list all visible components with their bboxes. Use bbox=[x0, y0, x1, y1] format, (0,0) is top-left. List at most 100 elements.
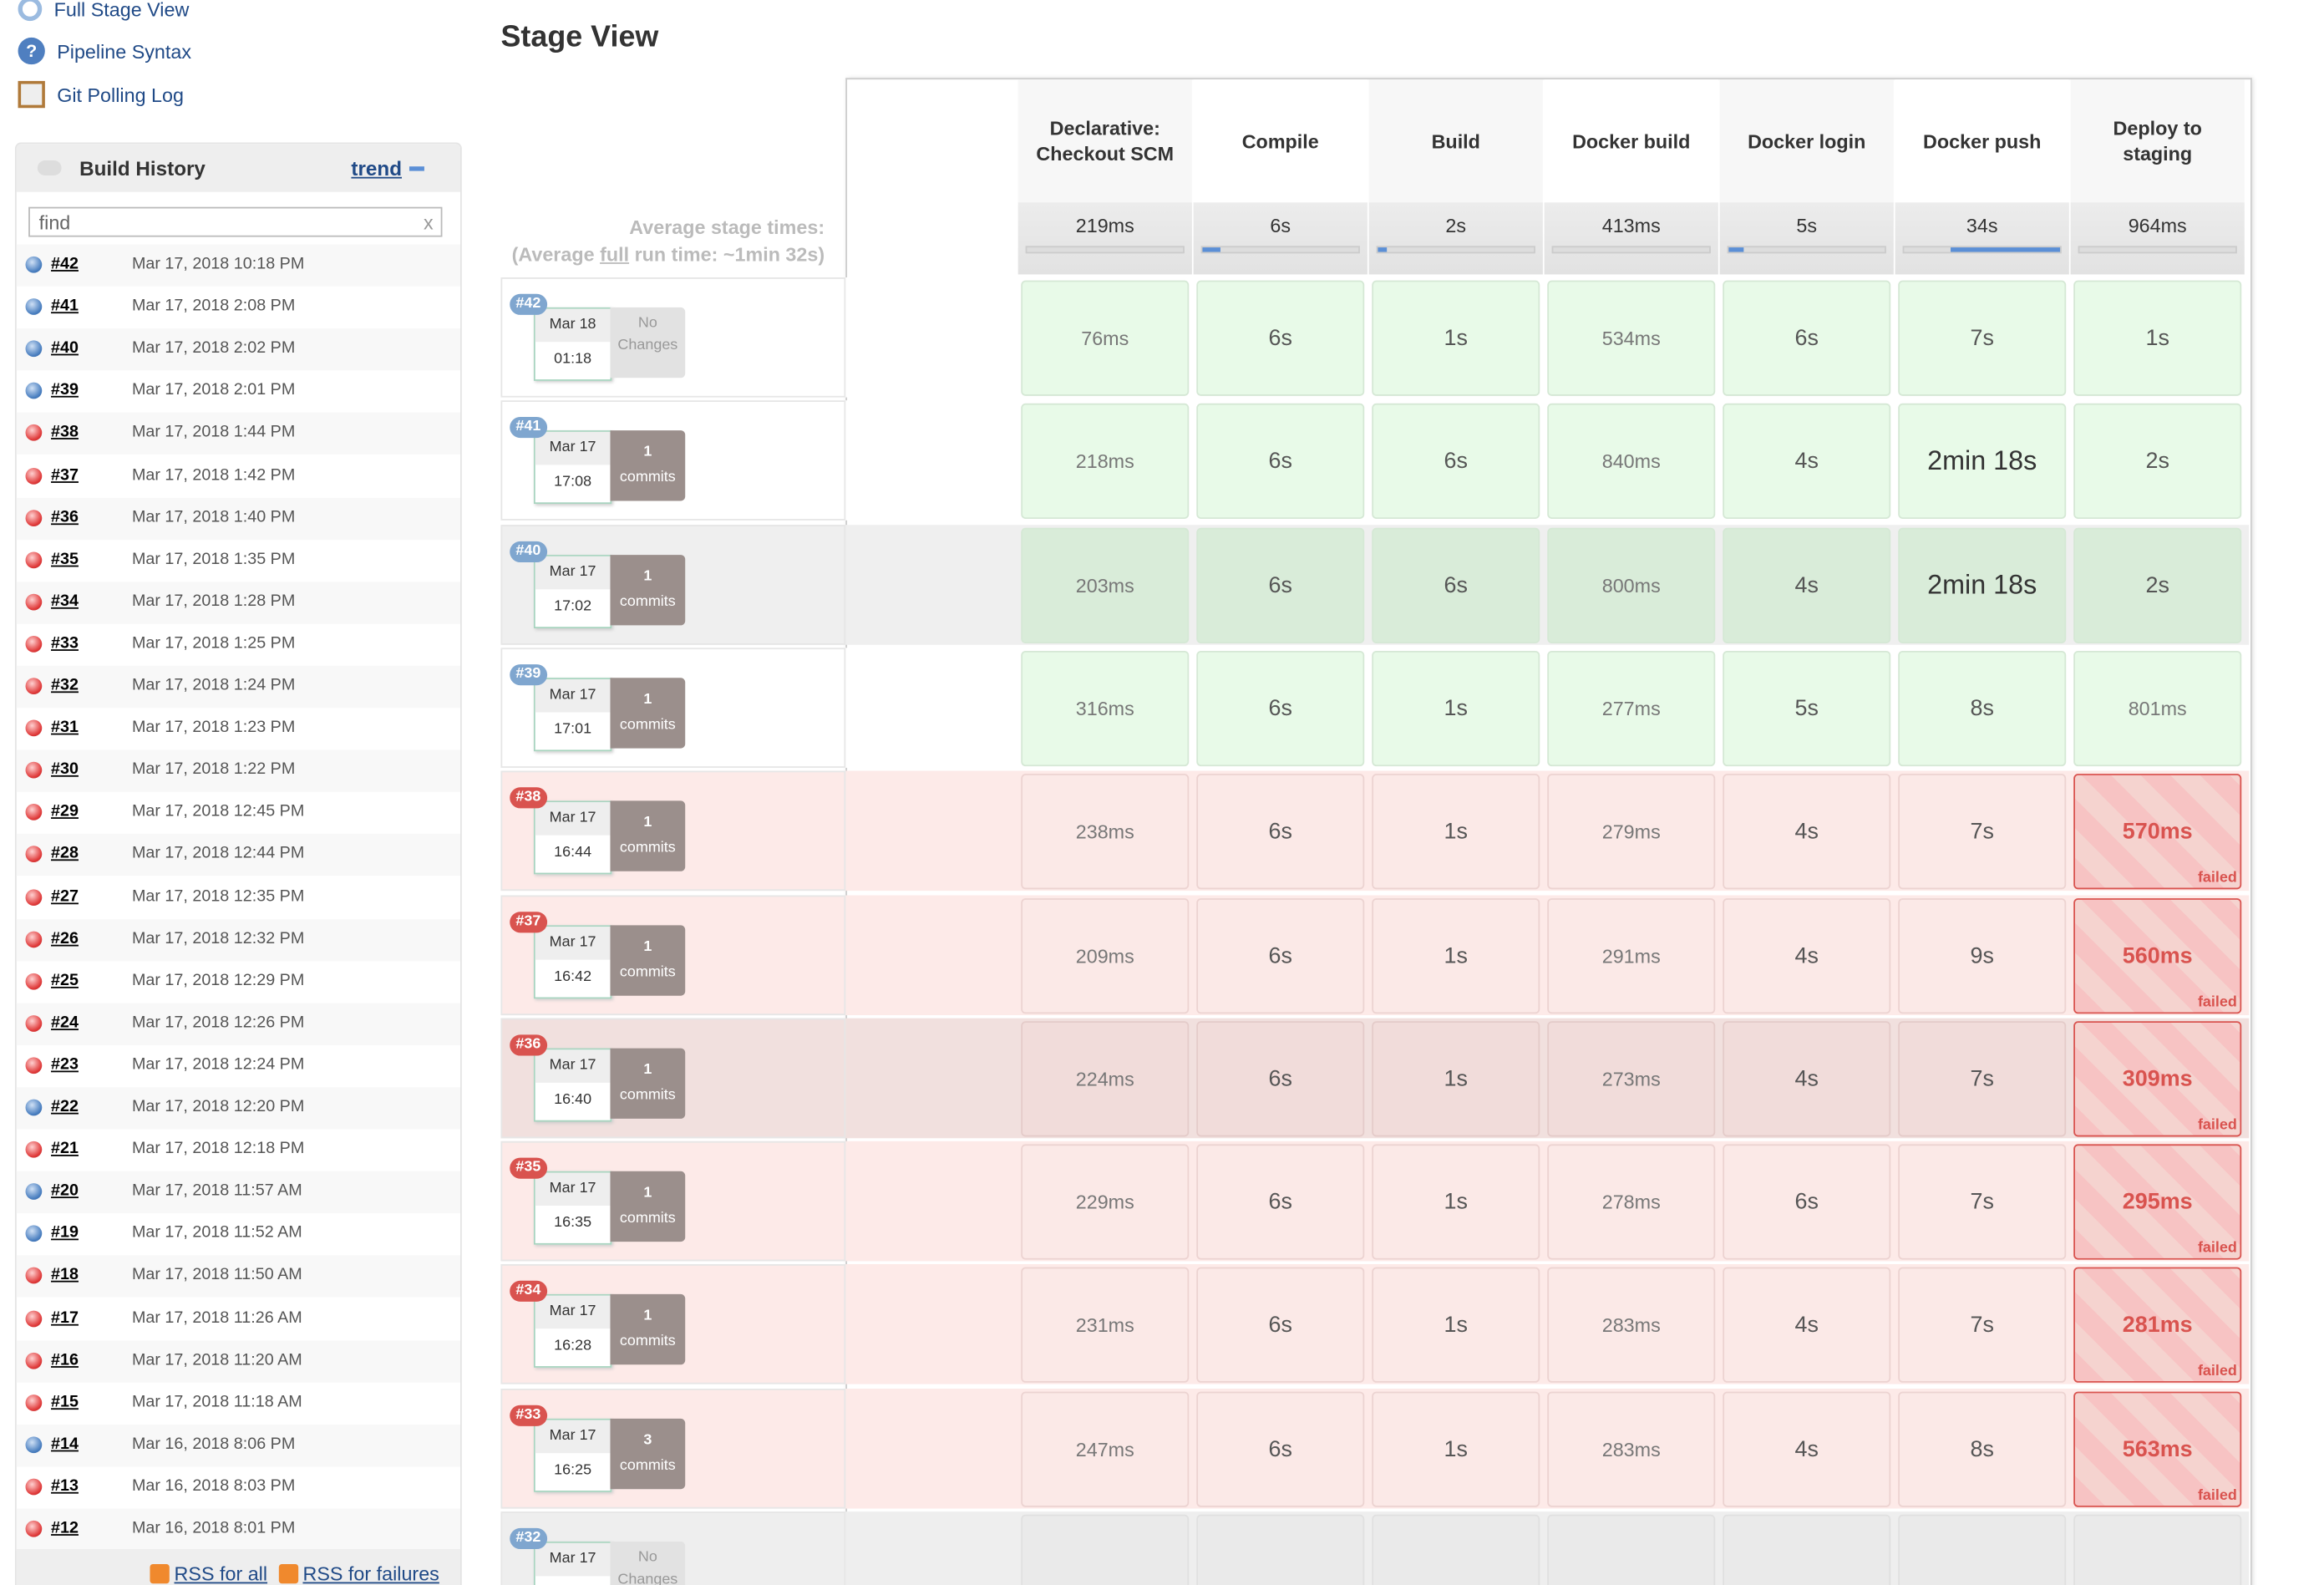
trend-link[interactable]: trend bbox=[351, 156, 403, 180]
build-history-row[interactable]: #30 Mar 17, 2018 1:22 PM bbox=[16, 749, 461, 792]
build-history-row[interactable]: #12 Mar 16, 2018 8:01 PM bbox=[16, 1508, 461, 1551]
commits-box[interactable]: 1 commits bbox=[610, 678, 686, 749]
stage-cell[interactable]: 309ms failed bbox=[2073, 1020, 2242, 1137]
run-info[interactable]: #42 Mar 18 01:18 No Changes bbox=[500, 277, 846, 398]
pipeline-syntax-link[interactable]: ? Pipeline Syntax bbox=[18, 37, 192, 65]
run-number-badge[interactable]: #35 bbox=[510, 1157, 547, 1179]
build-history-row[interactable]: #18 Mar 17, 2018 11:50 AM bbox=[16, 1255, 461, 1298]
run-info[interactable]: #36 Mar 17 16:40 1 commits bbox=[500, 1018, 846, 1138]
build-number-link[interactable]: #16 bbox=[51, 1350, 79, 1369]
stage-cell[interactable]: 283ms bbox=[1547, 1391, 1716, 1507]
stage-cell[interactable]: 224ms bbox=[1021, 1020, 1190, 1137]
run-info[interactable]: #40 Mar 17 17:02 1 commits bbox=[500, 524, 846, 645]
stage-header[interactable]: Docker push bbox=[1895, 79, 2069, 203]
stage-cell[interactable]: 231ms bbox=[1021, 1267, 1190, 1384]
build-number-link[interactable]: #34 bbox=[51, 592, 79, 611]
stage-cell[interactable] bbox=[1372, 1514, 1540, 1585]
stage-cell[interactable] bbox=[1547, 1514, 1716, 1585]
build-history-row[interactable]: #27 Mar 17, 2018 12:35 PM bbox=[17, 876, 460, 918]
commits-box[interactable]: 1 commits bbox=[610, 800, 686, 872]
stage-cell[interactable]: 4s bbox=[1723, 897, 1891, 1013]
build-history-row[interactable]: #33 Mar 17, 2018 1:25 PM bbox=[17, 623, 460, 665]
build-number-link[interactable]: #21 bbox=[51, 1140, 79, 1158]
stage-cell[interactable]: 7s bbox=[1898, 1020, 2067, 1137]
build-history-row[interactable]: #22 Mar 17, 2018 12:20 PM bbox=[16, 1087, 461, 1130]
stage-cell[interactable]: 278ms bbox=[1547, 1144, 1716, 1260]
stage-cell[interactable]: 570ms failed bbox=[2073, 774, 2242, 890]
build-number-link[interactable]: #12 bbox=[51, 1519, 79, 1537]
build-number-link[interactable]: #38 bbox=[51, 423, 79, 442]
build-number-link[interactable]: #42 bbox=[51, 255, 79, 273]
build-history-row[interactable]: #38 Mar 17, 2018 1:44 PM bbox=[16, 413, 461, 455]
build-number-link[interactable]: #13 bbox=[51, 1476, 79, 1496]
build-number-link[interactable]: #27 bbox=[51, 886, 79, 906]
build-history-row[interactable]: #17 Mar 17, 2018 11:26 AM bbox=[17, 1298, 460, 1339]
run-number-badge[interactable]: #41 bbox=[510, 417, 547, 439]
stage-cell[interactable]: 1s bbox=[1372, 650, 1540, 766]
build-history-row[interactable]: #23 Mar 17, 2018 12:24 PM bbox=[17, 1045, 460, 1087]
stage-cell[interactable]: 1s bbox=[1372, 1020, 1540, 1137]
stage-cell[interactable]: 2min 18s bbox=[1898, 404, 2067, 520]
stage-cell[interactable]: 2s bbox=[2073, 527, 2242, 643]
stage-cell[interactable]: 7s bbox=[1898, 280, 2067, 396]
clear-find-button[interactable]: x bbox=[424, 211, 434, 234]
run-number-badge[interactable]: #37 bbox=[510, 911, 547, 932]
stage-cell[interactable]: 7s bbox=[1898, 1144, 2067, 1260]
stage-cell[interactable]: 218ms bbox=[1021, 404, 1190, 520]
stage-cell[interactable]: 6s bbox=[1196, 280, 1365, 396]
stage-cell[interactable]: 7s bbox=[1898, 774, 2067, 890]
build-number-link[interactable]: #30 bbox=[51, 760, 79, 779]
stage-cell[interactable]: 4s bbox=[1723, 1267, 1891, 1384]
stage-cell[interactable]: 76ms bbox=[1021, 280, 1190, 396]
build-history-row[interactable]: #19 Mar 17, 2018 11:52 AM bbox=[17, 1214, 460, 1256]
stage-cell[interactable]: 238ms bbox=[1021, 774, 1190, 890]
build-history-row[interactable]: #24 Mar 17, 2018 12:26 PM bbox=[16, 1003, 461, 1045]
build-history-row[interactable]: #37 Mar 17, 2018 1:42 PM bbox=[17, 455, 460, 497]
run-info[interactable]: #39 Mar 17 17:01 1 commits bbox=[500, 648, 846, 768]
build-history-row[interactable]: #42 Mar 17, 2018 10:18 PM bbox=[16, 244, 461, 287]
full-stage-view-link[interactable]: Full Stage View bbox=[18, 0, 190, 22]
commits-box[interactable]: 1 commits bbox=[610, 1048, 686, 1119]
build-number-link[interactable]: #26 bbox=[51, 929, 79, 947]
stage-cell[interactable]: 4s bbox=[1723, 774, 1891, 890]
no-changes-box[interactable]: No Changes bbox=[610, 307, 686, 378]
stage-cell[interactable]: 6s bbox=[1196, 774, 1365, 890]
build-number-link[interactable]: #17 bbox=[51, 1308, 79, 1327]
run-number-badge[interactable]: #33 bbox=[510, 1405, 547, 1426]
build-history-row[interactable]: #21 Mar 17, 2018 12:18 PM bbox=[17, 1130, 460, 1171]
stage-cell[interactable]: 1s bbox=[1372, 280, 1540, 396]
build-history-row[interactable]: #40 Mar 17, 2018 2:02 PM bbox=[16, 328, 461, 371]
run-number-badge[interactable]: #39 bbox=[510, 663, 547, 686]
stage-cell[interactable]: 2s bbox=[2073, 404, 2242, 520]
stage-cell[interactable]: 1s bbox=[1372, 897, 1540, 1013]
stage-cell[interactable]: 801ms bbox=[2073, 650, 2242, 766]
build-number-link[interactable]: #33 bbox=[51, 634, 79, 653]
run-info[interactable]: #37 Mar 17 16:42 1 commits bbox=[500, 894, 846, 1015]
build-history-row[interactable]: #28 Mar 17, 2018 12:44 PM bbox=[16, 834, 461, 876]
build-history-row[interactable]: #31 Mar 17, 2018 1:23 PM bbox=[17, 708, 460, 749]
build-number-link[interactable]: #40 bbox=[51, 338, 79, 358]
stage-cell[interactable]: 6s bbox=[1196, 1144, 1365, 1260]
build-number-link[interactable]: #18 bbox=[51, 1266, 79, 1285]
run-number-badge[interactable]: #40 bbox=[510, 541, 547, 562]
stage-cell[interactable]: 6s bbox=[1723, 1144, 1891, 1260]
commits-box[interactable]: 1 commits bbox=[610, 1171, 686, 1242]
stage-cell[interactable]: 2min 18s bbox=[1898, 527, 2067, 643]
stage-cell[interactable]: 4s bbox=[1723, 404, 1891, 520]
build-history-row[interactable]: #36 Mar 17, 2018 1:40 PM bbox=[16, 497, 461, 540]
run-number-badge[interactable]: #34 bbox=[510, 1281, 547, 1303]
rss-failures-link[interactable]: RSS for failures bbox=[302, 1562, 439, 1585]
stage-cell[interactable] bbox=[1196, 1514, 1365, 1585]
commits-box[interactable]: 1 commits bbox=[610, 924, 686, 995]
build-number-link[interactable]: #28 bbox=[51, 845, 79, 863]
build-number-link[interactable]: #14 bbox=[51, 1435, 79, 1453]
stage-header[interactable]: Docker build bbox=[1544, 79, 1718, 203]
stage-cell[interactable]: 9s bbox=[1898, 897, 2067, 1013]
stage-cell[interactable]: 277ms bbox=[1547, 650, 1716, 766]
stage-cell[interactable]: 6s bbox=[1196, 1267, 1365, 1384]
stage-cell[interactable]: 563ms failed bbox=[2073, 1391, 2242, 1507]
run-info[interactable]: #38 Mar 17 16:44 1 commits bbox=[500, 770, 846, 892]
stage-header[interactable]: Deploy to staging bbox=[2070, 79, 2245, 203]
run-info[interactable]: #41 Mar 17 17:08 1 commits bbox=[500, 400, 846, 521]
stage-cell[interactable]: 1s bbox=[1372, 1144, 1540, 1260]
